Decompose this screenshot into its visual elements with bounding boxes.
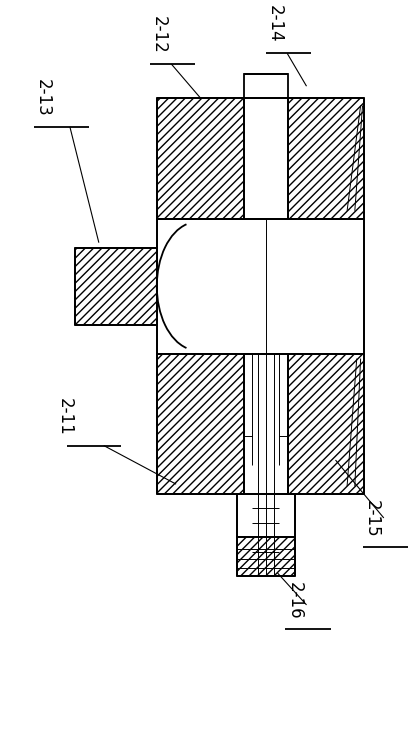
Text: 2-15: 2-15 bbox=[363, 500, 381, 538]
Bar bbox=[237, 538, 295, 576]
Bar bbox=[75, 247, 157, 325]
Bar bbox=[237, 494, 295, 538]
Text: 2-16: 2-16 bbox=[285, 582, 303, 619]
Bar bbox=[157, 354, 244, 494]
Bar bbox=[244, 73, 288, 98]
Text: 2-14: 2-14 bbox=[266, 5, 284, 43]
Bar bbox=[157, 98, 244, 218]
Bar bbox=[244, 354, 288, 494]
Bar bbox=[157, 218, 364, 354]
Bar bbox=[244, 98, 288, 218]
Text: 2-13: 2-13 bbox=[34, 79, 52, 117]
Bar bbox=[288, 354, 364, 494]
Text: 2-11: 2-11 bbox=[55, 398, 73, 436]
Text: 2-12: 2-12 bbox=[150, 16, 168, 54]
Bar bbox=[288, 98, 364, 218]
